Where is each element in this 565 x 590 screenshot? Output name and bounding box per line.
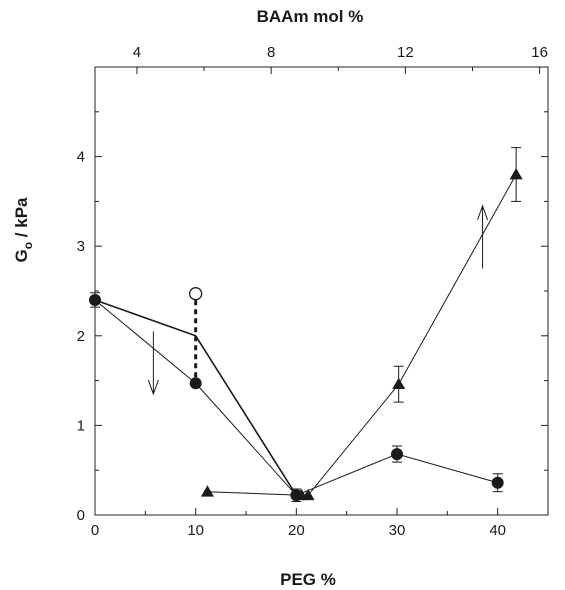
series-0-line: [94, 299, 498, 496]
y-axis-title-subscript: o: [21, 242, 35, 249]
arrow-up-head-icon: [477, 204, 489, 221]
x-tick-label: 40: [489, 522, 506, 539]
top-x-tick-label: 4: [133, 44, 141, 61]
x-tick-label: 30: [389, 522, 406, 539]
top-x-axis-title: BAAm mol %: [257, 7, 364, 26]
tick-marks-group: [94, 67, 548, 516]
plot-area-frame: [94, 66, 549, 516]
filled-triangle-point: [509, 168, 523, 180]
filled-circle-point: [189, 377, 202, 390]
y-tick-label: 0: [77, 507, 85, 524]
filled-circle-point: [391, 448, 403, 461]
x-axis-title: PEG %: [280, 570, 336, 589]
y-axis-title-unit: / kPa: [12, 197, 31, 242]
x-tick-label: 20: [288, 522, 305, 539]
series-lines-group: [90, 147, 522, 503]
y-tick-label: 2: [77, 328, 85, 345]
y-axis-title-main: G: [12, 249, 31, 262]
x-tick-label: 10: [187, 522, 204, 539]
y-tick-label: 3: [77, 238, 85, 255]
top-x-tick-label: 16: [531, 44, 548, 61]
series-2-line: [94, 299, 298, 496]
top-x-tick-label: 8: [267, 44, 275, 61]
annotations-group: [147, 204, 489, 396]
y-tick-label: 1: [77, 417, 85, 434]
filled-circle-point: [491, 476, 504, 489]
filled-triangle-point: [301, 488, 315, 501]
series-markers-group: [89, 168, 523, 502]
x-tick-label: 0: [91, 522, 99, 539]
filled-circle-point: [89, 293, 101, 306]
top-x-tick-label: 12: [397, 44, 414, 61]
filled-triangle-point: [200, 485, 214, 497]
open-circle-point: [189, 287, 203, 301]
filled-triangle-point: [392, 377, 406, 390]
plot-frame-group: [94, 66, 549, 516]
y-axis-title: Go / kPa: [12, 197, 35, 263]
arrow-down-head-icon: [147, 379, 159, 396]
y-tick-label: 4: [77, 149, 85, 166]
